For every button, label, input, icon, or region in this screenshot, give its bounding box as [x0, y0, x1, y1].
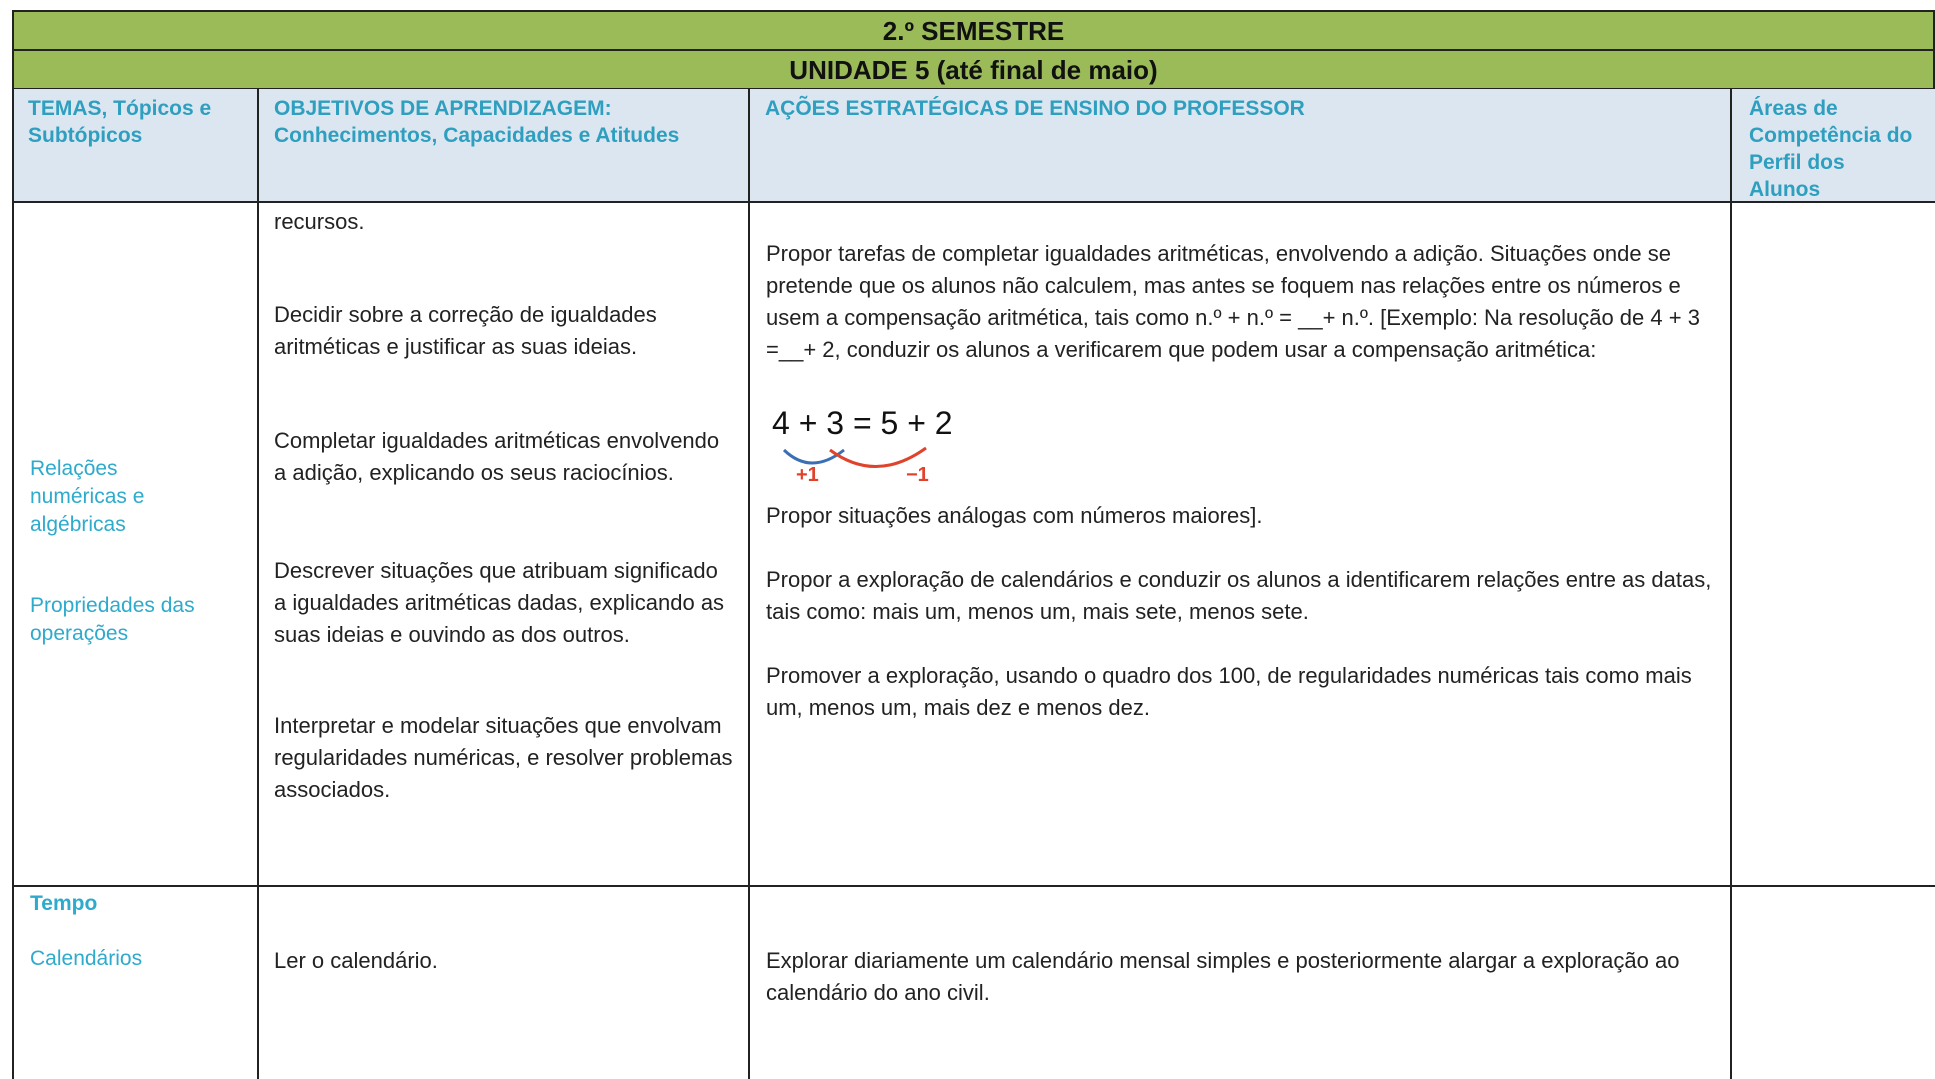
theme: Propriedades das operações — [30, 594, 195, 645]
theme: Calendários — [30, 947, 143, 970]
column-header: Áreas de Competência do Perfil dos Aluno… — [1731, 89, 1935, 202]
border — [257, 89, 259, 1079]
theme: Relações numéricas e algébricas — [30, 457, 145, 536]
objective: Descrever situações que atribuam signifi… — [274, 558, 725, 647]
column-header: AÇÕES ESTRATÉGICAS DE ENSINO DO PROFESSO… — [749, 89, 1731, 202]
action: Propor a exploração de calendários e con… — [766, 567, 1712, 624]
objective: Completar igualdades aritméticas envolve… — [274, 428, 720, 485]
unit-header: UNIDADE 5 (até final de maio) — [12, 49, 1935, 90]
column-header: TEMAS, Tópicos e Subtópicos — [12, 89, 258, 202]
arrow — [829, 446, 927, 468]
border — [748, 89, 750, 1079]
column-header: OBJETIVOS DE APRENDIZAGEM: Conhecimentos… — [258, 89, 749, 202]
theme: Tempo — [30, 892, 98, 915]
example-left: +1 — [796, 464, 819, 486]
objective: recursos. — [274, 209, 365, 234]
border — [1730, 89, 1732, 1079]
objective: Interpretar e modelar situações que envo… — [274, 713, 733, 802]
action: Promover a exploração, usando o quadro d… — [766, 663, 1692, 720]
border — [12, 201, 1935, 203]
example: 4 + 3 = 5 + 2 +1 −1 — [766, 404, 986, 486]
example-arrows — [782, 446, 927, 468]
action: Explorar diariamente um calendário mensa… — [766, 948, 1680, 1005]
action: Propor situações análogas com números ma… — [766, 503, 1263, 528]
semester-header: 2.º SEMESTRE — [12, 10, 1935, 51]
border — [12, 89, 14, 1079]
border — [12, 885, 1935, 887]
objective: Decidir sobre a correção de igualdades a… — [274, 302, 657, 359]
objective: Ler o calendário. — [274, 948, 438, 973]
action: Propor tarefas de completar igualdades a… — [766, 241, 1700, 362]
example-expression: 4 + 3 = 5 + 2 — [772, 405, 953, 441]
example-right: −1 — [906, 464, 929, 486]
